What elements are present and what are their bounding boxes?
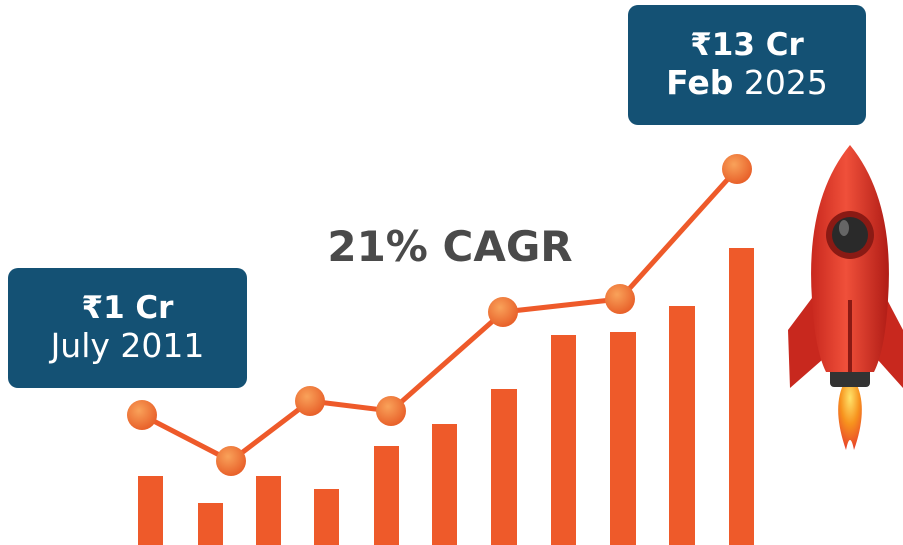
page: ₹1 Cr July 2011 ₹13 Cr Feb 2025 21% CAGR: [0, 0, 903, 545]
end-date: Feb 2025: [628, 64, 866, 102]
end-month: Feb: [666, 63, 733, 102]
start-callout: ₹1 Cr July 2011: [8, 268, 247, 388]
growth-label: 21% CAGR: [300, 222, 600, 271]
start-date: July 2011: [8, 327, 247, 365]
start-amount: ₹1 Cr: [8, 291, 247, 327]
end-amount: ₹13 Cr: [628, 28, 866, 64]
end-year: 2025: [744, 63, 828, 102]
rocket: [788, 145, 903, 450]
end-callout: ₹13 Cr Feb 2025: [628, 5, 866, 125]
